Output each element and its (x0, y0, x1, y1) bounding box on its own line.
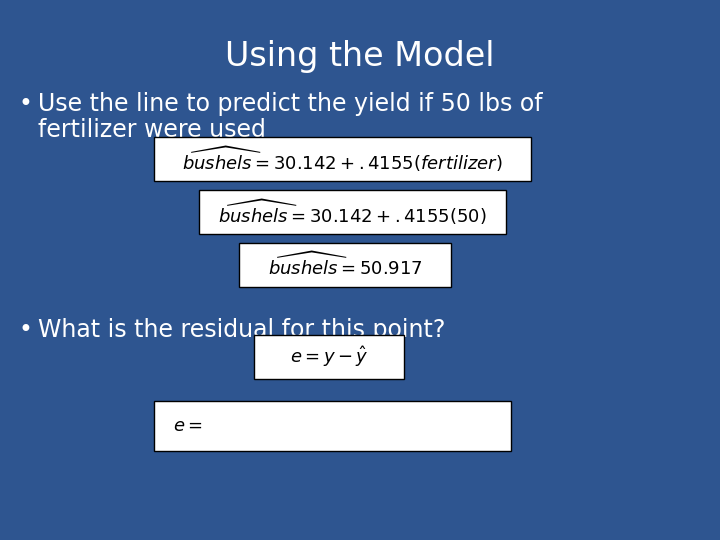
Text: •: • (18, 92, 32, 116)
FancyBboxPatch shape (239, 243, 451, 287)
Text: $e =$: $e =$ (173, 417, 203, 435)
Text: Using the Model: Using the Model (225, 40, 495, 73)
FancyBboxPatch shape (199, 190, 506, 234)
FancyBboxPatch shape (154, 137, 531, 181)
Text: $\widehat{bushels} = 30.142 + .4155(\mathit{fertilizer})$: $\widehat{bushels} = 30.142 + .4155(\mat… (182, 144, 503, 174)
Text: fertilizer were used: fertilizer were used (38, 118, 266, 142)
FancyBboxPatch shape (154, 401, 511, 451)
Text: $\widehat{bushels} = 30.142 + .4155(50)$: $\widehat{bushels} = 30.142 + .4155(50)$ (218, 197, 487, 227)
FancyBboxPatch shape (254, 335, 404, 379)
Text: Use the line to predict the yield if 50 lbs of: Use the line to predict the yield if 50 … (38, 92, 543, 116)
Text: What is the residual for this point?: What is the residual for this point? (38, 318, 446, 342)
Text: $e = y - \hat{y}$: $e = y - \hat{y}$ (289, 345, 369, 369)
Text: $\widehat{bushels} = 50.917$: $\widehat{bushels} = 50.917$ (268, 251, 423, 279)
Text: •: • (18, 318, 32, 342)
